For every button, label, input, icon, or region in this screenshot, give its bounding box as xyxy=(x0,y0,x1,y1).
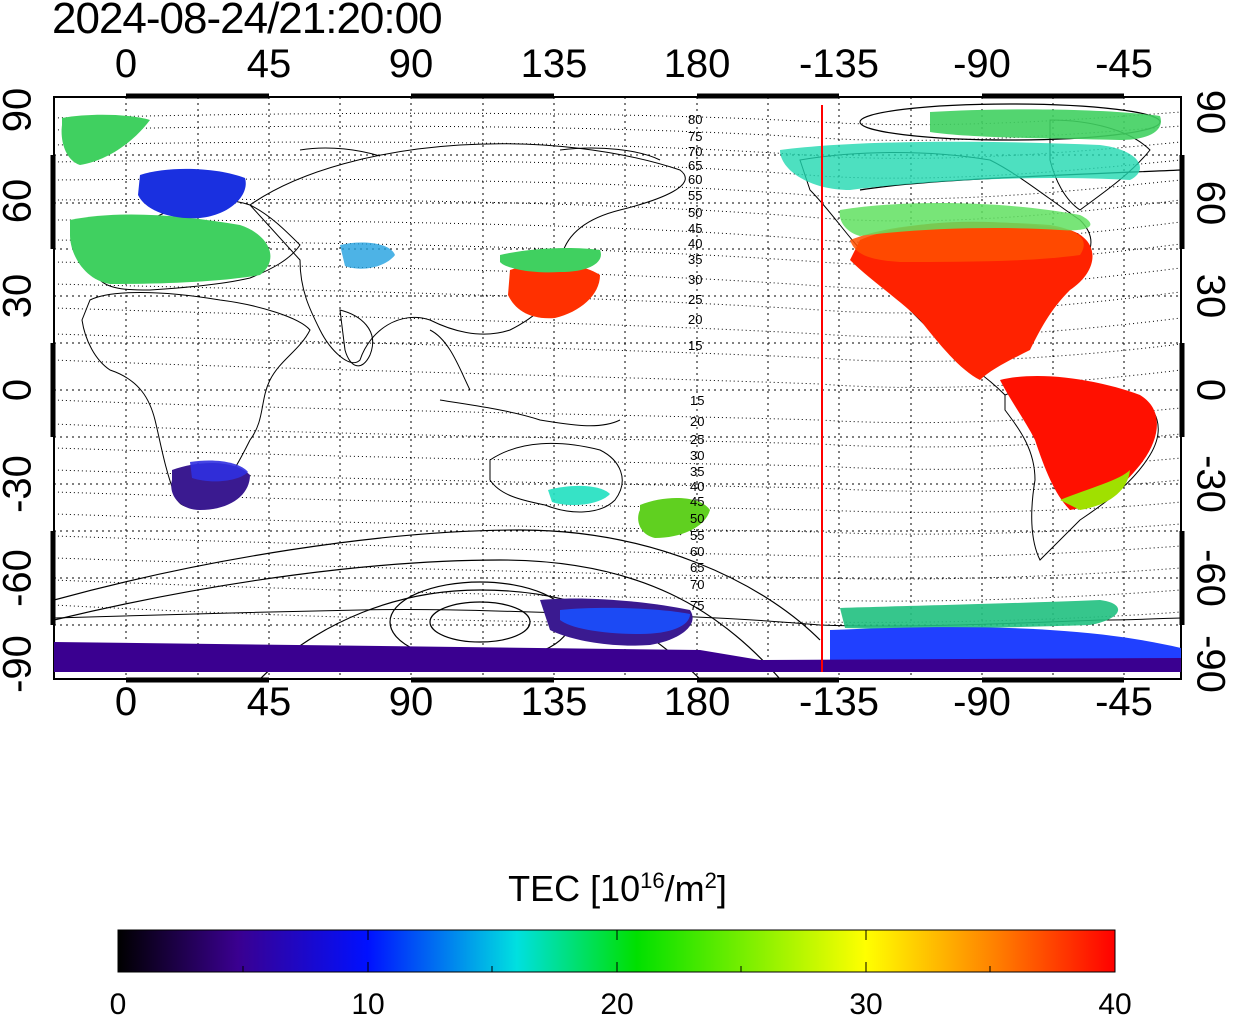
x-tick-top: 90 xyxy=(388,42,434,86)
contour-label-south: 50 xyxy=(690,511,704,526)
contour-label-south: 65 xyxy=(690,560,704,575)
contour-label-north: 40 xyxy=(688,236,702,251)
x-tick-bottom: -90 xyxy=(953,680,1011,724)
contour-label-south: 45 xyxy=(690,494,704,509)
contour-label-south: 70 xyxy=(690,577,704,592)
contour-label-south: 60 xyxy=(690,544,704,559)
colorbar-tick: 30 xyxy=(849,988,883,1021)
contour-label-south: 75 xyxy=(690,598,704,613)
contour-label-south: 40 xyxy=(690,479,704,494)
colorbar-tick: 20 xyxy=(600,988,634,1021)
x-tick-top: 0 xyxy=(114,42,138,86)
contour-label-south: 30 xyxy=(690,448,704,463)
contour-label-north: 80 xyxy=(688,112,702,127)
x-tick-top: 135 xyxy=(520,42,588,86)
contour-label-south: 25 xyxy=(690,432,704,447)
contour-label-north: 25 xyxy=(688,292,702,307)
contour-label-north: 15 xyxy=(688,338,702,353)
contour-label-south: 35 xyxy=(690,464,704,479)
contour-label-north: 65 xyxy=(688,158,702,173)
colorbar-title-exp: 16 xyxy=(640,868,665,893)
contour-label-north: 60 xyxy=(688,172,702,187)
contour-label-south: 55 xyxy=(690,528,704,543)
contour-label-north: 35 xyxy=(688,252,702,267)
x-tick-bottom: 90 xyxy=(388,680,434,724)
contour-label-north: 20 xyxy=(688,312,702,327)
x-tick-bottom: 135 xyxy=(520,680,588,724)
contour-label-north: 50 xyxy=(688,205,702,220)
contour-label-north: 55 xyxy=(688,188,702,203)
colorbar-title-mid: /m xyxy=(664,868,705,909)
x-tick-top: -45 xyxy=(1095,42,1153,86)
colorbar-tick: 0 xyxy=(109,988,127,1021)
x-tick-bottom: -135 xyxy=(798,680,880,724)
x-tick-bottom: -45 xyxy=(1095,680,1153,724)
tec-data xyxy=(54,109,1181,672)
colorbar-tick: 40 xyxy=(1098,988,1132,1021)
contour-label-north: 75 xyxy=(688,129,702,144)
contour-label-south: 15 xyxy=(690,393,704,408)
colorbar-minor-ticks xyxy=(242,930,991,972)
colorbar-title-prefix: TEC [10 xyxy=(508,868,641,909)
x-tick-top: 45 xyxy=(246,42,292,86)
contour-label-south: 20 xyxy=(690,414,704,429)
x-tick-bottom: 0 xyxy=(114,680,138,724)
colorbar-tick: 10 xyxy=(351,988,385,1021)
x-tick-top: -90 xyxy=(953,42,1011,86)
colorbar-title: TEC [1016/m2] xyxy=(0,868,1235,910)
colorbar-title-suffix: ] xyxy=(716,868,727,909)
x-tick-bottom: 180 xyxy=(663,680,731,724)
x-tick-top: 180 xyxy=(663,42,731,86)
x-tick-bottom: 45 xyxy=(246,680,292,724)
x-tick-top: -135 xyxy=(798,42,880,86)
colorbar-title-exp2: 2 xyxy=(704,868,717,893)
contour-label-north: 30 xyxy=(688,272,702,287)
map-title: 2024-08-24/21:20:00 xyxy=(52,0,443,43)
contour-label-north: 70 xyxy=(688,144,702,159)
frame-ticks xyxy=(50,93,1185,683)
contour-label-north: 45 xyxy=(688,221,702,236)
